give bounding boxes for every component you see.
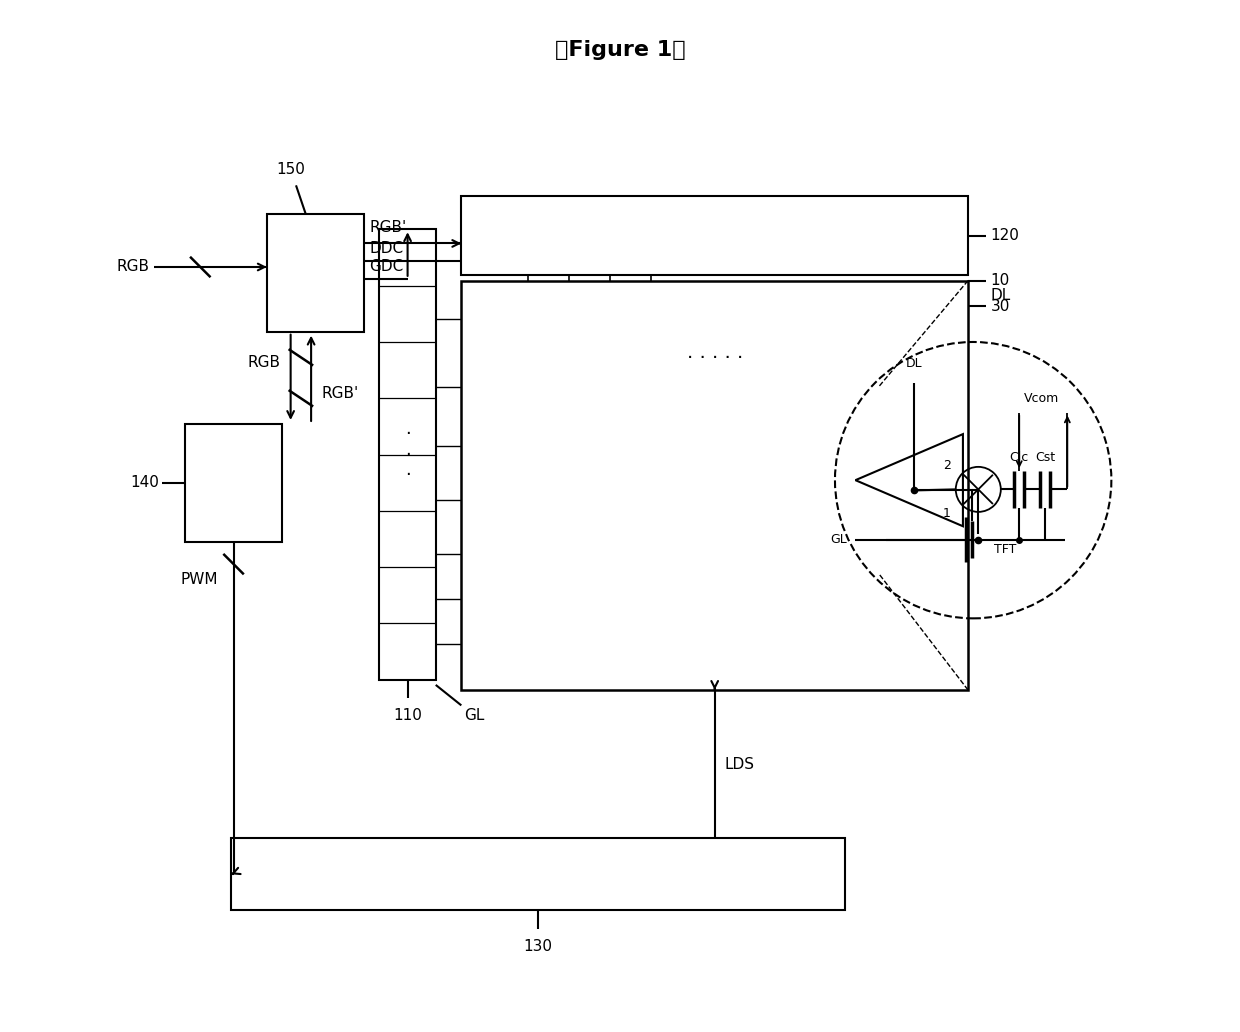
Text: DL: DL — [991, 288, 1011, 303]
Text: 150: 150 — [277, 162, 305, 178]
Text: Vcom: Vcom — [1024, 392, 1060, 406]
Bar — [267, 214, 365, 331]
Bar — [231, 838, 846, 910]
Text: DDC: DDC — [370, 241, 403, 256]
Text: 10: 10 — [991, 273, 1009, 288]
Text: PWM: PWM — [181, 573, 218, 587]
Text: 120: 120 — [991, 228, 1019, 243]
Text: 130: 130 — [523, 939, 553, 954]
Text: RGB': RGB' — [321, 386, 358, 400]
Text: 【Figure 1】: 【Figure 1】 — [554, 40, 686, 60]
Text: 110: 110 — [393, 708, 422, 723]
Bar — [379, 229, 435, 680]
Text: 2: 2 — [942, 459, 951, 472]
Text: GL: GL — [831, 534, 847, 546]
Text: GDC: GDC — [370, 259, 403, 273]
Text: 1: 1 — [942, 507, 951, 520]
Text: Clc: Clc — [1009, 451, 1029, 463]
Text: ·
·
·: · · · — [404, 425, 410, 484]
Text: RGB: RGB — [117, 259, 149, 275]
Text: Cst: Cst — [1034, 451, 1055, 463]
Text: 30: 30 — [991, 298, 1009, 314]
Text: GL: GL — [465, 708, 485, 723]
Bar — [185, 424, 283, 542]
Bar — [461, 281, 968, 690]
Text: LDS: LDS — [725, 756, 755, 772]
Text: TFT: TFT — [993, 543, 1016, 556]
Text: DL: DL — [905, 357, 923, 369]
Bar — [461, 196, 968, 276]
Polygon shape — [856, 434, 963, 526]
Text: RGB': RGB' — [370, 220, 407, 235]
Text: . . . . .: . . . . . — [687, 343, 743, 361]
Text: 140: 140 — [130, 475, 160, 490]
Text: RGB: RGB — [248, 355, 280, 369]
